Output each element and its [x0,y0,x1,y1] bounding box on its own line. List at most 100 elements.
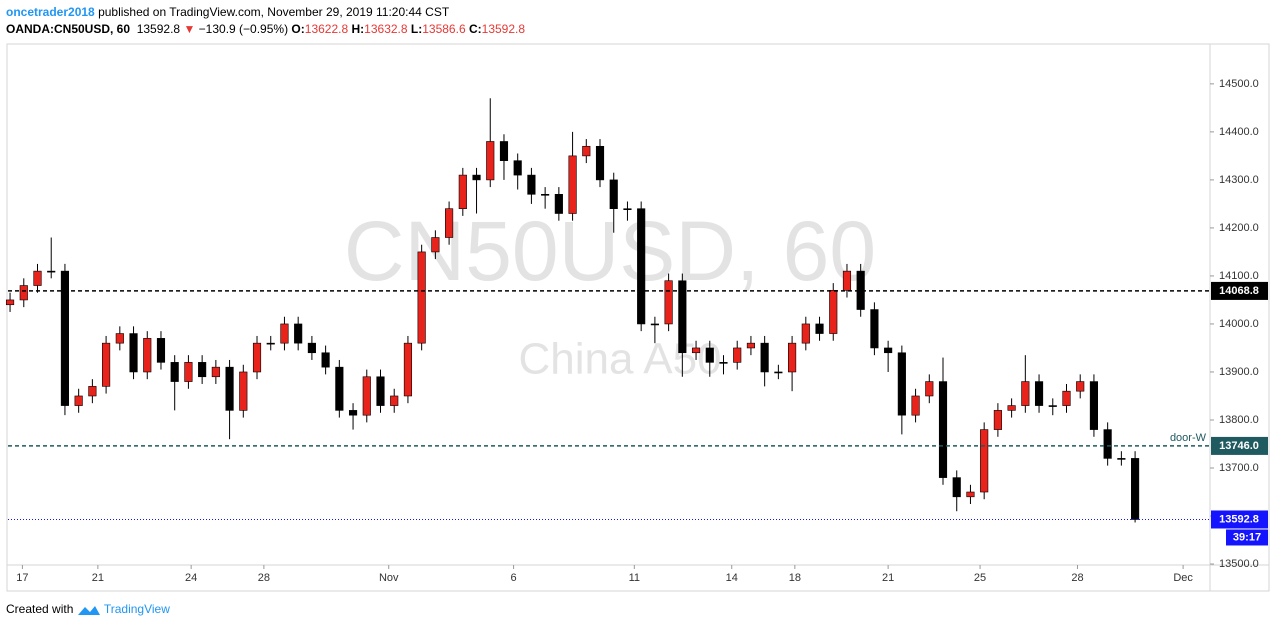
x-tick-label: 14 [726,572,738,584]
level-label-box [1211,436,1268,455]
publish-info: published on TradingView.com, November 2… [98,5,450,19]
candle-body [595,145,605,181]
candle-body [252,342,262,373]
candle-body [403,342,413,397]
ohlc-value: 13586.6 [422,22,466,36]
x-tick-label: 17 [16,572,28,584]
candle-body [499,141,509,161]
countdown: 39:17 [1233,531,1261,543]
y-tick-label: 14300.0 [1219,174,1259,186]
candle-body [609,179,618,210]
candle-body [911,395,920,416]
candle-body [307,342,316,354]
candle-body [637,208,646,325]
candle-body [980,429,989,493]
ohlc-key: C: [468,22,482,36]
candle-body [1021,381,1030,406]
candle-body [568,155,577,214]
candle-body [1048,405,1057,407]
candle-body [650,323,659,326]
candle-body [678,280,687,354]
candle-body [746,342,756,349]
x-tick-label: Nov [379,572,399,584]
candle-body [335,366,344,411]
level-label: 13746.0 [1219,440,1259,452]
ohlc-key: H: [351,22,365,36]
x-tick-label: 28 [258,572,270,584]
level-label-box [1211,281,1268,300]
x-tick-label: 24 [185,572,197,584]
y-tick-label: 14400.0 [1219,126,1259,138]
y-tick-label: 13800.0 [1219,414,1259,426]
candle-body [541,193,550,196]
x-tick-label: Dec [1173,572,1193,584]
candle-body [74,395,83,406]
ohlc-value: 13622.8 [304,22,349,36]
candle-body [486,141,495,181]
candle-body [184,362,193,382]
candle-body [266,342,275,345]
candle-body [294,323,303,344]
level-label-box [1211,510,1268,529]
candle-body [33,270,42,286]
candle-body [102,342,111,387]
candle-body [362,376,371,416]
candle-body [321,352,330,368]
candle-body [664,280,673,325]
footer: Created with TradingView [6,602,170,617]
y-tick-label: 14200.0 [1219,222,1259,234]
symbol: OANDA:CN50USD, 60 [6,22,131,36]
down-arrow: ▼ [183,22,196,36]
y-tick-label: 14500.0 [1219,78,1259,90]
candle-body [5,299,15,306]
candle-body [623,208,632,211]
x-tick-label: 18 [789,572,801,584]
candle-body [993,410,1002,430]
symbol-line: OANDA:CN50USD, 60 13592.8 ▼ −130.9 (−0.9… [6,22,525,36]
candle-body [801,323,810,344]
candle-body [198,362,207,378]
candle-body [705,347,714,363]
candle-body [431,237,440,253]
candle-body [458,174,467,210]
candle-body [1117,458,1126,460]
level-label: 13592.8 [1219,513,1259,525]
x-tick-label: 21 [882,572,894,584]
candle-body [170,362,179,382]
ohlc-value: 13632.8 [364,22,408,36]
candle-body [348,410,358,416]
x-tick-label: 6 [511,572,517,584]
candle-body [952,477,961,498]
ohlc-key: L: [410,22,423,36]
ohlc-key: O: [291,22,305,36]
last-price: 13592.8 [136,22,181,36]
candle-body [1131,458,1140,520]
candle-body [513,160,522,176]
candle-body [19,285,28,301]
candle-body [966,491,975,498]
candle-body [47,270,56,273]
tv-logo [77,605,100,615]
candle-body [143,338,152,373]
x-tick-label: 11 [629,572,640,584]
y-tick-label: 14000.0 [1219,318,1259,330]
y-tick-label: 13700.0 [1219,462,1259,474]
level-name: door-W [1170,432,1207,444]
x-tick-label: 28 [1071,572,1083,584]
candle-body [829,290,838,334]
candle-body [445,208,454,238]
candle-body [897,352,906,416]
author: oncetrader2018 [6,5,95,19]
candle-body [733,347,742,363]
candle-body [870,309,879,349]
x-tick-label: 25 [974,572,986,584]
candle-body [239,371,248,411]
level-label: 14068.8 [1219,285,1259,297]
candle-body [417,251,426,344]
candle-body [760,342,769,373]
ohlc-value: 13592.8 [481,22,526,36]
candle-body [211,366,220,378]
candle-body [884,347,893,354]
candle-body [774,371,783,374]
